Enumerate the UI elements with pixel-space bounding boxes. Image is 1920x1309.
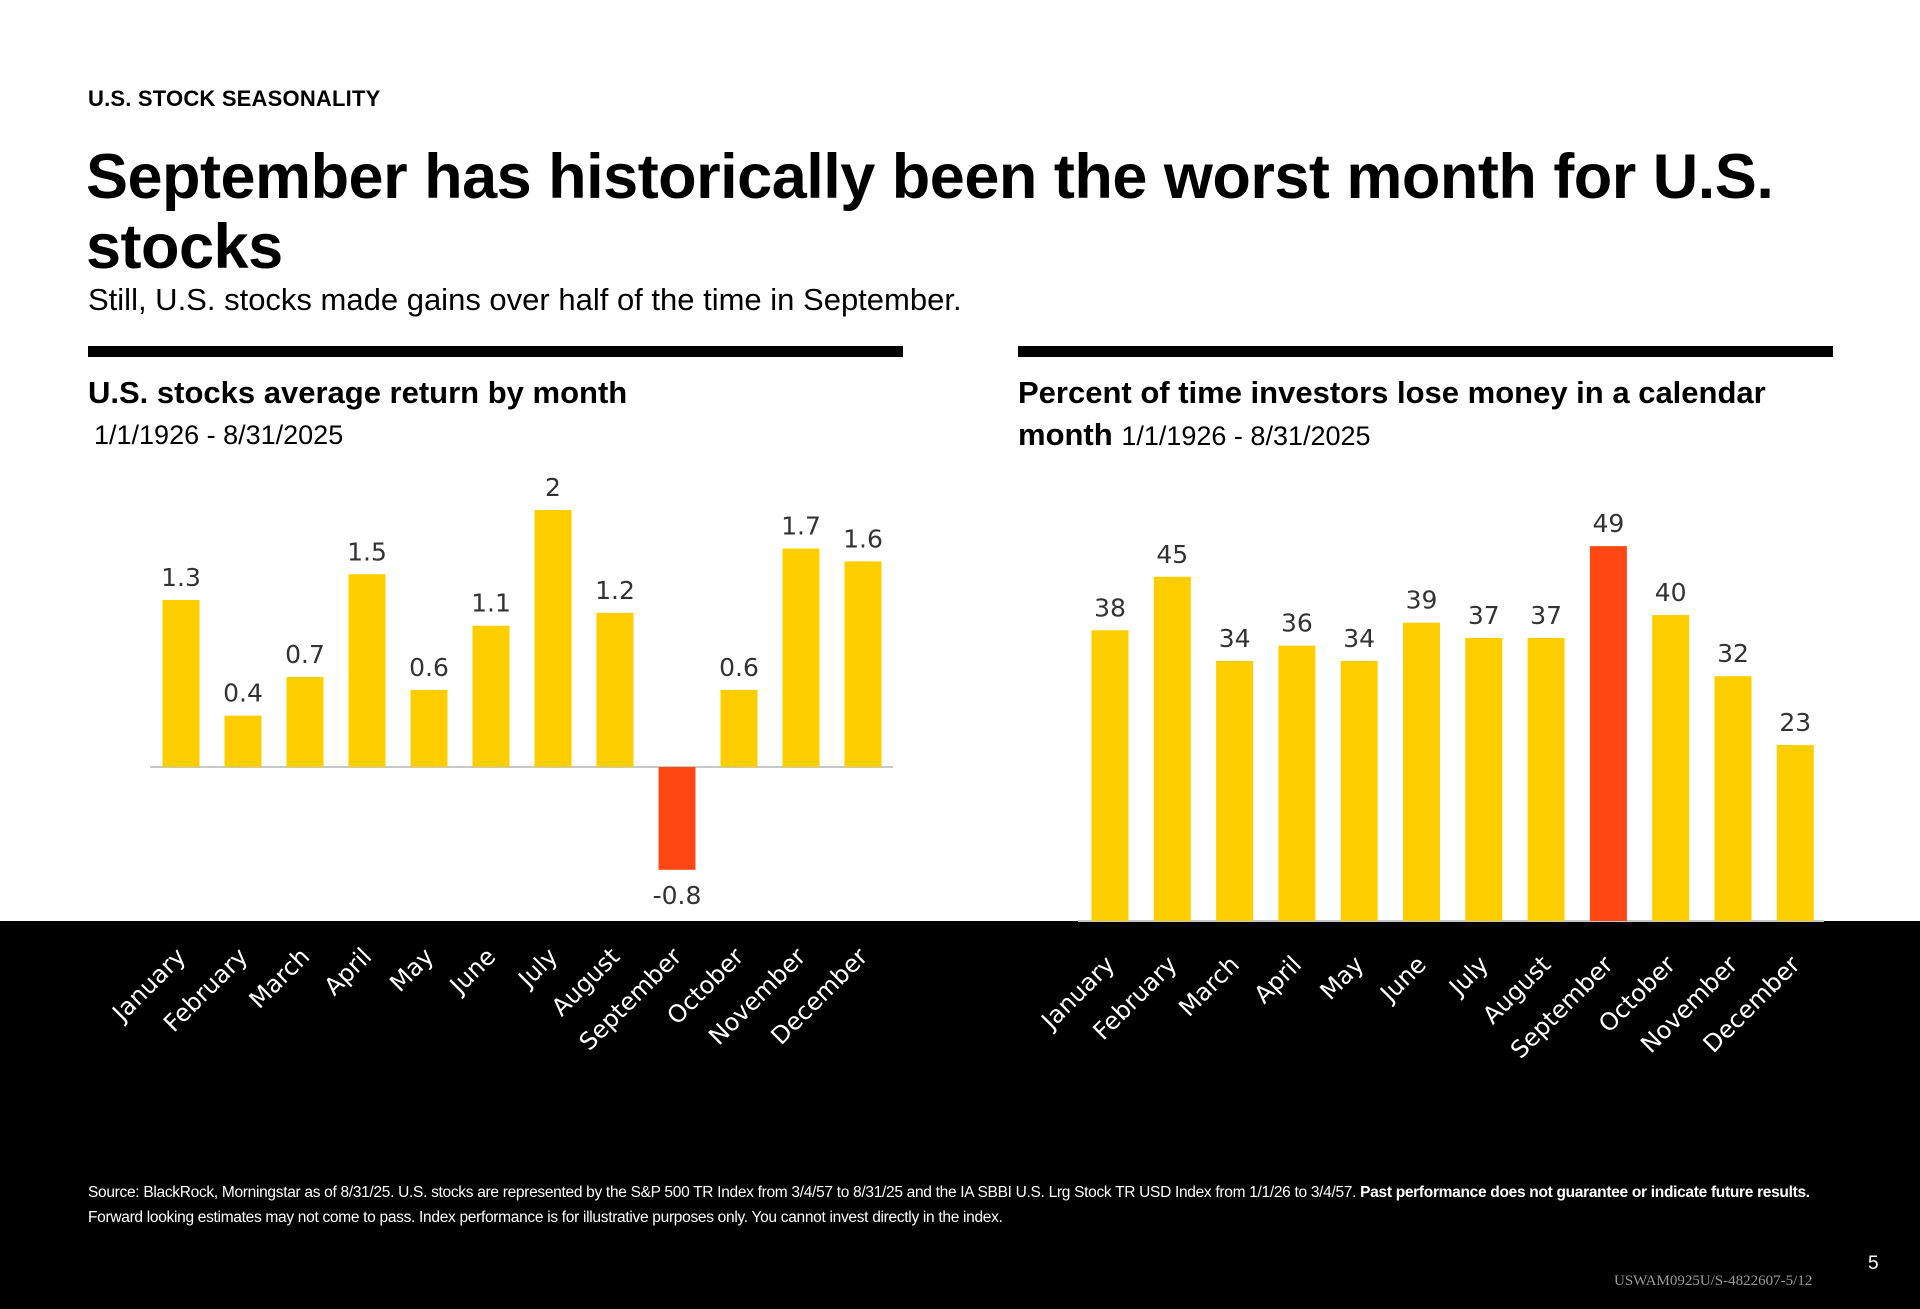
left-chart-title: U.S. stocks average return by month — [88, 375, 628, 410]
category-label-may: May — [1315, 950, 1370, 1005]
bar-november — [1714, 676, 1752, 921]
bar-february — [224, 715, 262, 767]
value-label-november: 1.7 — [781, 512, 821, 541]
value-label-march: 0.7 — [285, 640, 325, 669]
value-label-april: 1.5 — [347, 537, 387, 566]
page-headline: September has historically been the wors… — [86, 142, 1774, 282]
right-chart-date-range: 1/1/1926 - 8/31/2025 — [1121, 421, 1371, 451]
disclaimer-text: Forward looking estimates may not come t… — [88, 1209, 1003, 1226]
bar-april — [1278, 645, 1316, 921]
bar-july — [534, 510, 572, 767]
value-label-december: 23 — [1779, 708, 1811, 737]
left-panel-rule — [88, 346, 903, 357]
bar-august — [596, 612, 634, 767]
value-label-september: 49 — [1592, 509, 1624, 538]
right-panel-rule — [1018, 346, 1833, 357]
page-number: 5 — [1868, 1253, 1879, 1274]
bar-june — [472, 625, 510, 767]
bar-september — [658, 767, 696, 870]
bar-january — [1091, 630, 1129, 921]
bar-december — [844, 561, 882, 767]
page-subhead: Still, U.S. stocks made gains over half … — [88, 282, 962, 317]
footer-band — [0, 921, 1920, 1309]
left-chart-date-range: 1/1/1926 - 8/31/2025 — [94, 420, 344, 450]
value-label-july: 2 — [545, 473, 561, 502]
value-label-june: 39 — [1406, 586, 1438, 615]
bar-october — [1652, 615, 1690, 921]
document-code: USWAM0925U/S-4822607-5/12 — [1614, 1273, 1813, 1289]
bar-august — [1527, 637, 1565, 921]
bar-february — [1153, 576, 1191, 921]
bar-july — [1465, 637, 1503, 921]
value-label-april: 36 — [1281, 609, 1313, 638]
category-label-june: June — [1374, 950, 1432, 1008]
bar-april — [348, 574, 386, 767]
value-label-may: 0.6 — [409, 653, 449, 682]
value-label-february: 0.4 — [223, 679, 263, 708]
bar-december — [1776, 745, 1814, 921]
value-label-june: 1.1 — [471, 589, 511, 618]
value-label-january: 1.3 — [161, 563, 201, 592]
value-label-july: 37 — [1468, 601, 1500, 630]
bar-march — [286, 677, 324, 767]
eyebrow-label: U.S. STOCK SEASONALITY — [88, 86, 381, 111]
bar-november — [782, 548, 820, 767]
source-footnote: Source: BlackRock, Morningstar as of 8/3… — [88, 1180, 1828, 1230]
bar-september — [1589, 546, 1627, 921]
bar-october — [720, 689, 758, 767]
value-label-september: -0.8 — [653, 881, 702, 910]
bar-january — [162, 599, 200, 767]
value-label-august: 1.2 — [595, 576, 635, 605]
right-chart-title: Percent of time investors lose money in … — [1018, 372, 1798, 457]
bar-june — [1403, 622, 1440, 921]
category-label-april: April — [1249, 950, 1308, 1009]
bar-may — [410, 689, 448, 767]
value-label-august: 37 — [1530, 601, 1562, 630]
value-label-february: 45 — [1156, 540, 1188, 569]
disclaimer-bold: Past performance does not guarantee or i… — [1360, 1184, 1810, 1201]
value-label-october: 0.6 — [719, 653, 759, 682]
bar-march — [1216, 660, 1254, 921]
source-text: Source: BlackRock, Morningstar as of 8/3… — [88, 1184, 1361, 1201]
value-label-december: 1.6 — [843, 524, 883, 553]
value-label-january: 38 — [1094, 593, 1126, 622]
value-label-march: 34 — [1219, 624, 1251, 653]
value-label-november: 32 — [1717, 639, 1749, 668]
bar-may — [1340, 660, 1378, 921]
category-label-march: March — [1173, 950, 1245, 1022]
value-label-october: 40 — [1655, 578, 1687, 607]
value-label-may: 34 — [1343, 624, 1375, 653]
category-label-july: July — [1442, 950, 1494, 1002]
right-chart-title-text: Percent of time investors lose money in … — [1018, 375, 1766, 452]
